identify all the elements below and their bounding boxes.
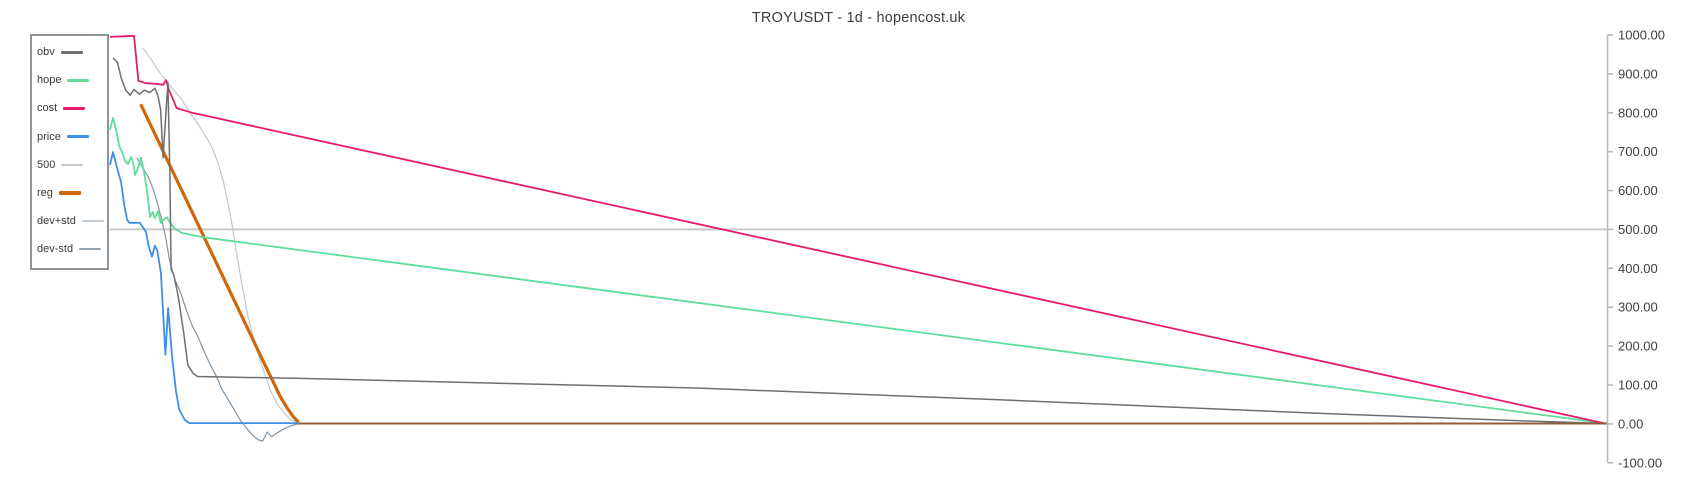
y-axis-tick-label: 400.00: [1618, 261, 1658, 276]
chart-title: TROYUSDT - 1d - hopencost.uk: [751, 10, 966, 26]
legend-swatch: [67, 78, 90, 82]
y-axis-tick-label: 200.00: [1618, 339, 1658, 354]
legend-swatch: [60, 50, 83, 54]
series-line-cost: [109, 34, 1608, 425]
y-axis-tick-label: 700.00: [1618, 144, 1658, 159]
legend-item-hope: hope: [37, 66, 107, 94]
legend-item-cost: cost: [37, 94, 107, 122]
legend-item-label: reg: [37, 187, 53, 200]
legend-item-label: dev+std: [37, 215, 76, 228]
y-axis-tick-label: 1000.00: [1618, 28, 1665, 43]
series-line-obv: [112, 57, 1608, 425]
series-line-dev+std: [142, 47, 299, 424]
legend-swatch: [81, 220, 104, 223]
legend-item-label: hope: [37, 74, 62, 87]
series-line-reg: [139, 103, 300, 424]
y-axis-tick-label: 800.00: [1618, 105, 1658, 120]
legend: obv hope cost price 500 reg dev+std dev-std: [30, 34, 109, 270]
y-axis-right: 1000.00 900.00 800.00 700.00 600.00 500.00 400…: [1606, 28, 1665, 470]
legend-swatch: [61, 163, 84, 166]
legend-item-dev+std: dev+std: [37, 207, 107, 235]
y-axis-tick-label: 600.00: [1618, 183, 1658, 198]
y-axis-tick-label: 500.00: [1618, 222, 1658, 237]
legend-item-label: obv: [37, 46, 55, 59]
y-axis-tick-label: -100.00: [1618, 455, 1662, 470]
legend-item-500: 500: [37, 151, 107, 179]
legend-item-label: 500: [37, 158, 56, 171]
legend-swatch: [58, 191, 81, 196]
legend-item-label: dev-std: [37, 243, 74, 256]
series-line-price: [109, 151, 299, 425]
series-line-hope: [109, 116, 1608, 425]
y-axis-tick-label: 0.00: [1618, 416, 1643, 431]
y-axis-tick-label: 300.00: [1618, 300, 1658, 315]
legend-item-label: price: [37, 130, 61, 143]
legend-item-reg: reg: [37, 179, 107, 207]
legend-swatch: [63, 106, 86, 110]
legend-item-label: cost: [37, 102, 58, 115]
y-axis-tick-label: 900.00: [1618, 66, 1658, 81]
legend-item-obv: obv: [37, 38, 107, 66]
legend-item-price: price: [37, 123, 107, 151]
legend-swatch: [66, 135, 89, 139]
y-axis-tick-label: 100.00: [1618, 378, 1658, 393]
legend-swatch: [79, 248, 102, 251]
legend-item-dev-std: dev-std: [37, 235, 107, 263]
